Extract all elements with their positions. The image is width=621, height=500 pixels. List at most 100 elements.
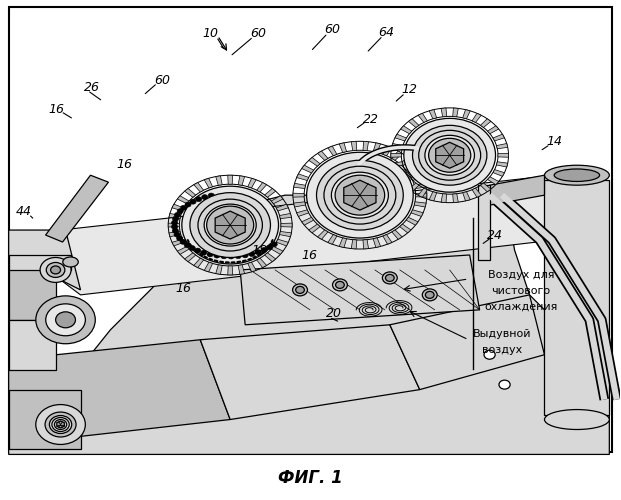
Circle shape: [196, 196, 202, 202]
Circle shape: [235, 254, 242, 258]
Ellipse shape: [545, 410, 609, 430]
Polygon shape: [409, 119, 419, 128]
Text: 60: 60: [154, 74, 170, 87]
Polygon shape: [194, 182, 204, 192]
Circle shape: [45, 412, 76, 437]
Polygon shape: [436, 142, 464, 168]
Circle shape: [181, 205, 187, 210]
Polygon shape: [392, 162, 403, 167]
Bar: [9, 6, 612, 452]
Text: 60: 60: [324, 23, 340, 36]
Polygon shape: [276, 204, 288, 211]
Polygon shape: [414, 202, 426, 207]
Polygon shape: [271, 196, 283, 203]
Circle shape: [40, 258, 71, 282]
Text: 64: 64: [378, 26, 394, 38]
Circle shape: [204, 204, 256, 246]
Polygon shape: [418, 114, 427, 122]
Circle shape: [208, 193, 214, 198]
Circle shape: [172, 228, 178, 233]
Polygon shape: [55, 175, 579, 295]
Polygon shape: [400, 158, 411, 166]
Circle shape: [198, 199, 263, 251]
Text: 44: 44: [16, 204, 32, 218]
Polygon shape: [228, 266, 233, 275]
Polygon shape: [383, 146, 392, 156]
Circle shape: [425, 136, 474, 175]
Circle shape: [428, 138, 471, 172]
Polygon shape: [463, 192, 470, 201]
Polygon shape: [169, 214, 181, 218]
Polygon shape: [339, 143, 347, 152]
Polygon shape: [215, 176, 222, 186]
Text: воздух: воздух: [483, 344, 523, 354]
Polygon shape: [351, 142, 357, 150]
Ellipse shape: [554, 169, 600, 181]
Polygon shape: [498, 154, 509, 157]
Circle shape: [173, 216, 179, 222]
Polygon shape: [265, 188, 276, 198]
Polygon shape: [328, 146, 337, 156]
Polygon shape: [302, 218, 314, 225]
Text: 16: 16: [176, 282, 191, 296]
Polygon shape: [392, 144, 403, 149]
Polygon shape: [409, 183, 419, 192]
Circle shape: [221, 254, 227, 259]
Polygon shape: [294, 202, 306, 207]
Polygon shape: [351, 240, 357, 249]
Circle shape: [271, 242, 278, 247]
Polygon shape: [228, 175, 233, 184]
Circle shape: [174, 232, 180, 237]
Text: 24: 24: [487, 228, 503, 241]
Circle shape: [36, 296, 95, 344]
Circle shape: [404, 118, 496, 192]
Circle shape: [56, 312, 76, 328]
Polygon shape: [215, 265, 222, 274]
Polygon shape: [339, 238, 347, 248]
Circle shape: [228, 254, 234, 259]
Polygon shape: [204, 178, 212, 188]
Text: чистового: чистового: [492, 286, 551, 296]
Circle shape: [419, 130, 481, 180]
Circle shape: [266, 245, 273, 250]
Polygon shape: [168, 223, 179, 227]
Circle shape: [201, 250, 207, 255]
Circle shape: [242, 253, 248, 258]
Polygon shape: [478, 185, 489, 260]
Circle shape: [383, 272, 397, 284]
Polygon shape: [279, 232, 291, 236]
Circle shape: [317, 160, 403, 230]
Polygon shape: [309, 158, 320, 166]
Polygon shape: [463, 110, 470, 119]
Polygon shape: [415, 193, 427, 197]
Circle shape: [425, 292, 434, 298]
Polygon shape: [240, 255, 479, 325]
Polygon shape: [472, 114, 481, 122]
Polygon shape: [344, 180, 376, 210]
Circle shape: [177, 208, 183, 214]
Circle shape: [386, 274, 394, 281]
Circle shape: [296, 286, 304, 294]
Circle shape: [499, 380, 510, 389]
Circle shape: [46, 304, 85, 336]
Polygon shape: [481, 183, 491, 192]
Polygon shape: [184, 253, 196, 262]
Circle shape: [202, 194, 208, 200]
Polygon shape: [215, 211, 245, 239]
Circle shape: [335, 175, 384, 215]
Polygon shape: [363, 240, 368, 249]
Polygon shape: [169, 232, 181, 236]
Text: 16: 16: [117, 158, 133, 170]
Polygon shape: [497, 144, 508, 149]
Polygon shape: [293, 193, 304, 197]
Circle shape: [307, 152, 413, 238]
Polygon shape: [238, 265, 245, 274]
Text: 16: 16: [301, 250, 317, 262]
Polygon shape: [363, 142, 368, 150]
Polygon shape: [194, 258, 204, 268]
Polygon shape: [317, 230, 328, 239]
Polygon shape: [395, 134, 406, 141]
Polygon shape: [392, 230, 402, 239]
Text: 14: 14: [546, 135, 562, 148]
Circle shape: [36, 404, 85, 444]
